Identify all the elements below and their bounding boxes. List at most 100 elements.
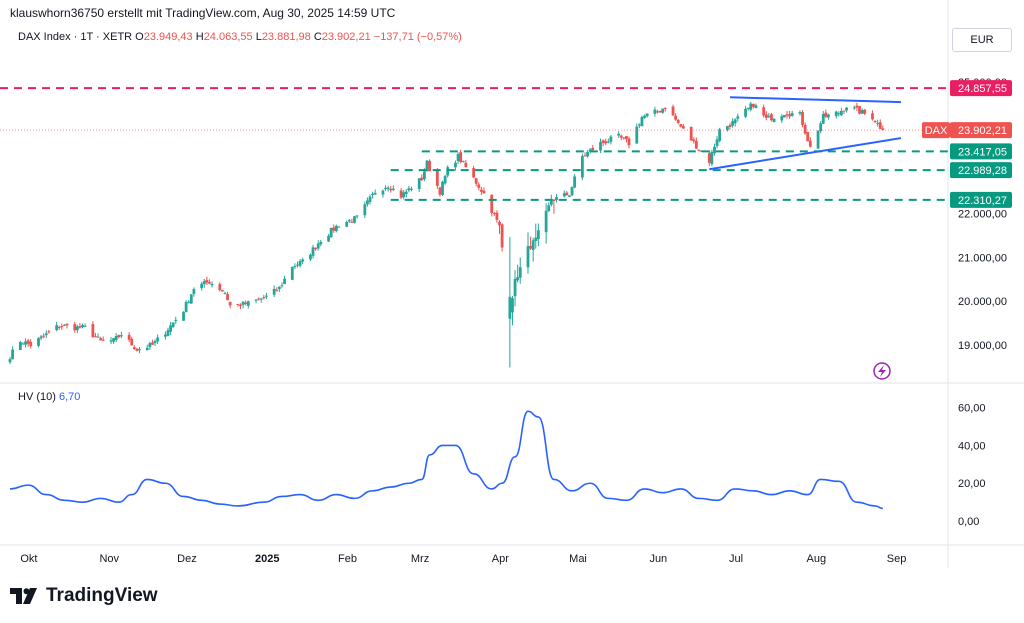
candle — [751, 103, 755, 109]
candle — [474, 177, 478, 187]
candle-body — [749, 103, 753, 110]
currency-button[interactable]: EUR — [952, 28, 1012, 52]
candle — [156, 334, 160, 345]
candle — [821, 111, 825, 124]
candle-body — [622, 137, 626, 139]
candle — [259, 297, 263, 303]
candle — [707, 151, 711, 167]
candle-body — [744, 108, 747, 117]
candle — [384, 185, 387, 191]
close-value: 23.902,21 — [321, 31, 371, 43]
indicator-value: 6,70 — [58, 391, 81, 403]
candle-body — [860, 110, 864, 114]
candle — [845, 106, 848, 113]
candle — [298, 259, 302, 268]
candle — [500, 223, 504, 252]
candle-body — [871, 113, 874, 120]
candle — [513, 270, 517, 307]
candle-body — [788, 114, 791, 117]
candle-body — [441, 181, 444, 195]
candle — [529, 236, 532, 250]
candle-body — [438, 187, 442, 195]
candle — [381, 189, 385, 198]
candle-body — [272, 288, 276, 295]
candle-body — [531, 240, 535, 250]
candle-body — [837, 113, 841, 115]
candle-body — [169, 325, 172, 332]
candle — [508, 237, 512, 368]
candle — [801, 109, 804, 128]
candle-body — [637, 124, 641, 126]
candle — [24, 338, 27, 348]
candle — [622, 137, 626, 140]
candle-body — [246, 301, 250, 306]
candle — [482, 187, 486, 194]
candle-body — [839, 110, 843, 116]
last-price-label: 23.902,21 — [958, 125, 1007, 137]
candle — [26, 338, 30, 347]
time-tick-label: Apr — [492, 553, 509, 565]
candle — [366, 197, 369, 207]
candle-body — [834, 111, 838, 117]
candle-body — [371, 193, 374, 196]
candle-body — [39, 336, 43, 339]
candle — [435, 168, 439, 189]
candle — [425, 159, 429, 172]
candle — [490, 194, 494, 217]
candle — [518, 257, 522, 284]
candle-body — [283, 278, 286, 285]
candle-body — [694, 140, 698, 149]
candle — [534, 223, 538, 249]
candle-body — [391, 188, 395, 190]
candle — [132, 345, 136, 350]
candle-body — [94, 336, 97, 338]
candle — [205, 276, 209, 286]
candle — [819, 121, 823, 134]
indicator-legend: HV (10) 6,70 — [18, 391, 80, 403]
candle — [404, 189, 408, 198]
candle — [101, 336, 105, 342]
level-price-label: 23.417,05 — [958, 146, 1007, 158]
candle-body — [277, 286, 281, 290]
candle — [391, 185, 395, 192]
candle-body — [549, 200, 553, 205]
candle-body — [182, 311, 185, 321]
candle — [47, 329, 51, 334]
candle-body — [184, 302, 188, 313]
candle — [674, 113, 678, 121]
candle — [117, 334, 121, 339]
candle-body — [435, 170, 439, 186]
open-label: O — [135, 31, 144, 43]
candle — [119, 331, 123, 339]
candle — [555, 193, 558, 203]
candle-body — [495, 212, 499, 220]
candle — [94, 333, 97, 338]
candle — [151, 339, 154, 346]
candle — [591, 144, 595, 152]
candle-body — [736, 116, 740, 119]
candle-body — [656, 111, 659, 113]
candle-body — [492, 213, 496, 215]
candle-body — [591, 147, 595, 150]
series-name-tag — [922, 122, 950, 139]
candle-body — [114, 336, 118, 341]
candle — [57, 325, 61, 331]
candle-body — [192, 289, 196, 294]
last-price-tag — [950, 122, 1012, 139]
candle-body — [425, 160, 429, 172]
candle — [39, 334, 43, 341]
candle — [169, 321, 172, 336]
candle-body — [508, 296, 512, 319]
candle-body — [368, 196, 372, 202]
candle — [417, 178, 421, 193]
hv-tick-label: 20,00 — [958, 478, 986, 490]
candle-body — [653, 109, 657, 114]
candle-body — [187, 301, 191, 303]
candle — [223, 291, 227, 295]
candle-body — [617, 133, 621, 136]
candle-body — [301, 259, 305, 262]
candle — [640, 115, 644, 127]
candle-body — [101, 339, 105, 341]
low-value: 23.881,98 — [261, 31, 311, 43]
